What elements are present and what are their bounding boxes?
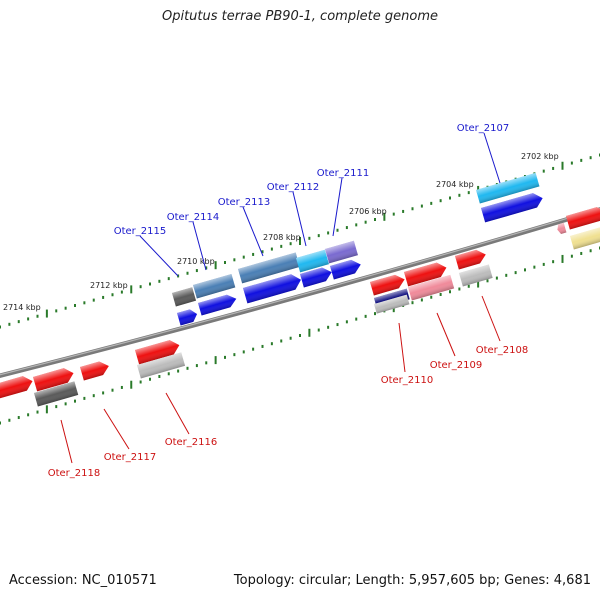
gene-arrow-shading: [243, 274, 301, 304]
scale-label-2712: 2712 kbp: [90, 281, 128, 290]
gene-arrow-shading: [325, 240, 358, 264]
gene-arrow[interactable]: [198, 293, 238, 316]
gene-arrow-shading: [296, 249, 329, 273]
gene-label-oter-2114[interactable]: Oter_2114: [167, 212, 220, 223]
gene-arrow-shading: [300, 267, 332, 288]
gene-arrow[interactable]: [0, 374, 35, 400]
gene-arrow-shading: [198, 294, 237, 316]
gene-arrow-shading: [0, 376, 33, 400]
gene-arrow-shading: [459, 264, 493, 287]
gene-label-oter-2109[interactable]: Oter_2109: [430, 360, 483, 371]
gene-arrow[interactable]: [238, 252, 300, 284]
gene-arrow-shading: [481, 193, 543, 223]
leader-line-oter-2109: [436, 312, 456, 357]
gene-arrow-shading: [408, 274, 455, 301]
gene-arrow[interactable]: [172, 287, 197, 307]
leader-line-oter-2113: [242, 206, 264, 257]
gene-arrow-shading: [80, 361, 109, 381]
scale-label-2714: 2714 kbp: [3, 303, 41, 312]
gene-label-oter-2113[interactable]: Oter_2113: [218, 197, 271, 208]
gene-label-oter-2107[interactable]: Oter_2107: [457, 123, 510, 134]
leader-lines-lower: [60, 295, 501, 464]
gene-arrow[interactable]: [137, 352, 186, 379]
gene-arrow-shading: [476, 172, 540, 204]
gene-label-oter-2117[interactable]: Oter_2117: [104, 452, 157, 463]
map-title: Opitutus terrae PB90-1, complete genome: [161, 9, 439, 24]
leader-line-oter-2114: [192, 221, 207, 271]
accession-text: Accession: NC_010571: [9, 573, 157, 588]
leader-line-oter-2116: [165, 392, 190, 435]
gene-label-oter-2111[interactable]: Oter_2111: [317, 168, 370, 179]
scale-ticks-lower: [0, 246, 600, 425]
gene-arrow-shading: [570, 226, 600, 250]
gene-arrow-shading: [374, 294, 410, 314]
gene-label-oter-2115[interactable]: Oter_2115: [114, 226, 167, 237]
gene-arrow[interactable]: [370, 273, 407, 296]
genome-backbone: [0, 207, 600, 379]
gene-arrow[interactable]: [374, 294, 410, 314]
leader-line-oter-2115: [139, 235, 179, 277]
gene-arrow[interactable]: [243, 272, 303, 304]
gene-label-oter-2110[interactable]: Oter_2110: [381, 375, 434, 386]
scale-labels: 2702 kbp 2704 kbp 2706 kbp 2708 kbp 2710…: [3, 152, 559, 312]
gene-arrow-shading: [172, 287, 197, 307]
leader-line-oter-2108: [481, 295, 501, 342]
leader-line-oter-2118: [60, 419, 73, 464]
leader-line-oter-2107: [483, 132, 501, 184]
gene-label-oter-2116[interactable]: Oter_2116: [165, 437, 218, 448]
scale-label-2704: 2704 kbp: [436, 180, 474, 189]
gene-label-oter-2108[interactable]: Oter_2108: [476, 345, 529, 356]
gene-arrow-shading: [137, 352, 186, 379]
gene-arrow-shading: [33, 368, 74, 392]
gene-arrow[interactable]: [296, 249, 329, 273]
gene-arrow[interactable]: [455, 248, 488, 270]
gene-arrow-shading: [177, 309, 198, 326]
gene-arrow[interactable]: [476, 172, 540, 204]
leader-line-oter-2117: [103, 408, 130, 450]
gene-arrow[interactable]: [135, 338, 181, 365]
scale-label-2710: 2710 kbp: [177, 257, 215, 266]
gene-label-oter-2112[interactable]: Oter_2112: [267, 182, 320, 193]
leader-line-oter-2110: [398, 322, 406, 373]
gene-arrow-shading: [34, 381, 79, 407]
leader-lines-upper: [139, 132, 501, 277]
leader-line-oter-2112: [292, 191, 307, 247]
gene-arrow-shading: [557, 222, 567, 234]
gene-arrow[interactable]: [566, 205, 600, 230]
genome-backbone-highlight: [0, 207, 600, 376]
gene-arrow[interactable]: [193, 273, 236, 299]
gene-arrow[interactable]: [33, 366, 76, 392]
gene-arrow-shading: [404, 262, 447, 287]
gene-arrow[interactable]: [300, 265, 334, 288]
genome-summary-text: Topology: circular; Length: 5,957,605 bp…: [233, 573, 591, 588]
gene-arrow-shading: [238, 252, 300, 284]
gene-arrow[interactable]: [459, 264, 493, 287]
gene-labels-upper: Oter_2107 Oter_2111 Oter_2112 Oter_2113 …: [114, 123, 510, 237]
gene-labels-lower: Oter_2108 Oter_2109 Oter_2110 Oter_2116 …: [48, 345, 529, 479]
gene-arrow-shading: [193, 273, 236, 299]
scale-label-2706: 2706 kbp: [349, 207, 387, 216]
gene-arrow[interactable]: [556, 222, 567, 235]
scale-label-2702: 2702 kbp: [521, 152, 559, 161]
gene-arrow[interactable]: [404, 260, 449, 287]
gene-arrow-shading: [455, 249, 486, 270]
gene-arrow-shading: [566, 207, 600, 230]
gene-arrow[interactable]: [34, 381, 79, 407]
gene-arrow[interactable]: [325, 240, 358, 264]
gene-arrow[interactable]: [177, 308, 199, 326]
leader-line-oter-2111: [332, 177, 343, 237]
gene-arrow-shading: [370, 274, 405, 296]
gene-arrows: [0, 172, 600, 407]
gene-arrow-shading: [135, 340, 180, 365]
gene-label-oter-2118[interactable]: Oter_2118: [48, 468, 101, 479]
scale-label-2708: 2708 kbp: [263, 233, 301, 242]
gene-arrow[interactable]: [570, 226, 600, 250]
gene-arrow[interactable]: [408, 274, 455, 301]
gene-arrow-shading: [330, 259, 361, 280]
gene-arrow[interactable]: [481, 191, 545, 223]
gene-arrow[interactable]: [330, 258, 363, 280]
gene-arrow[interactable]: [80, 359, 111, 381]
